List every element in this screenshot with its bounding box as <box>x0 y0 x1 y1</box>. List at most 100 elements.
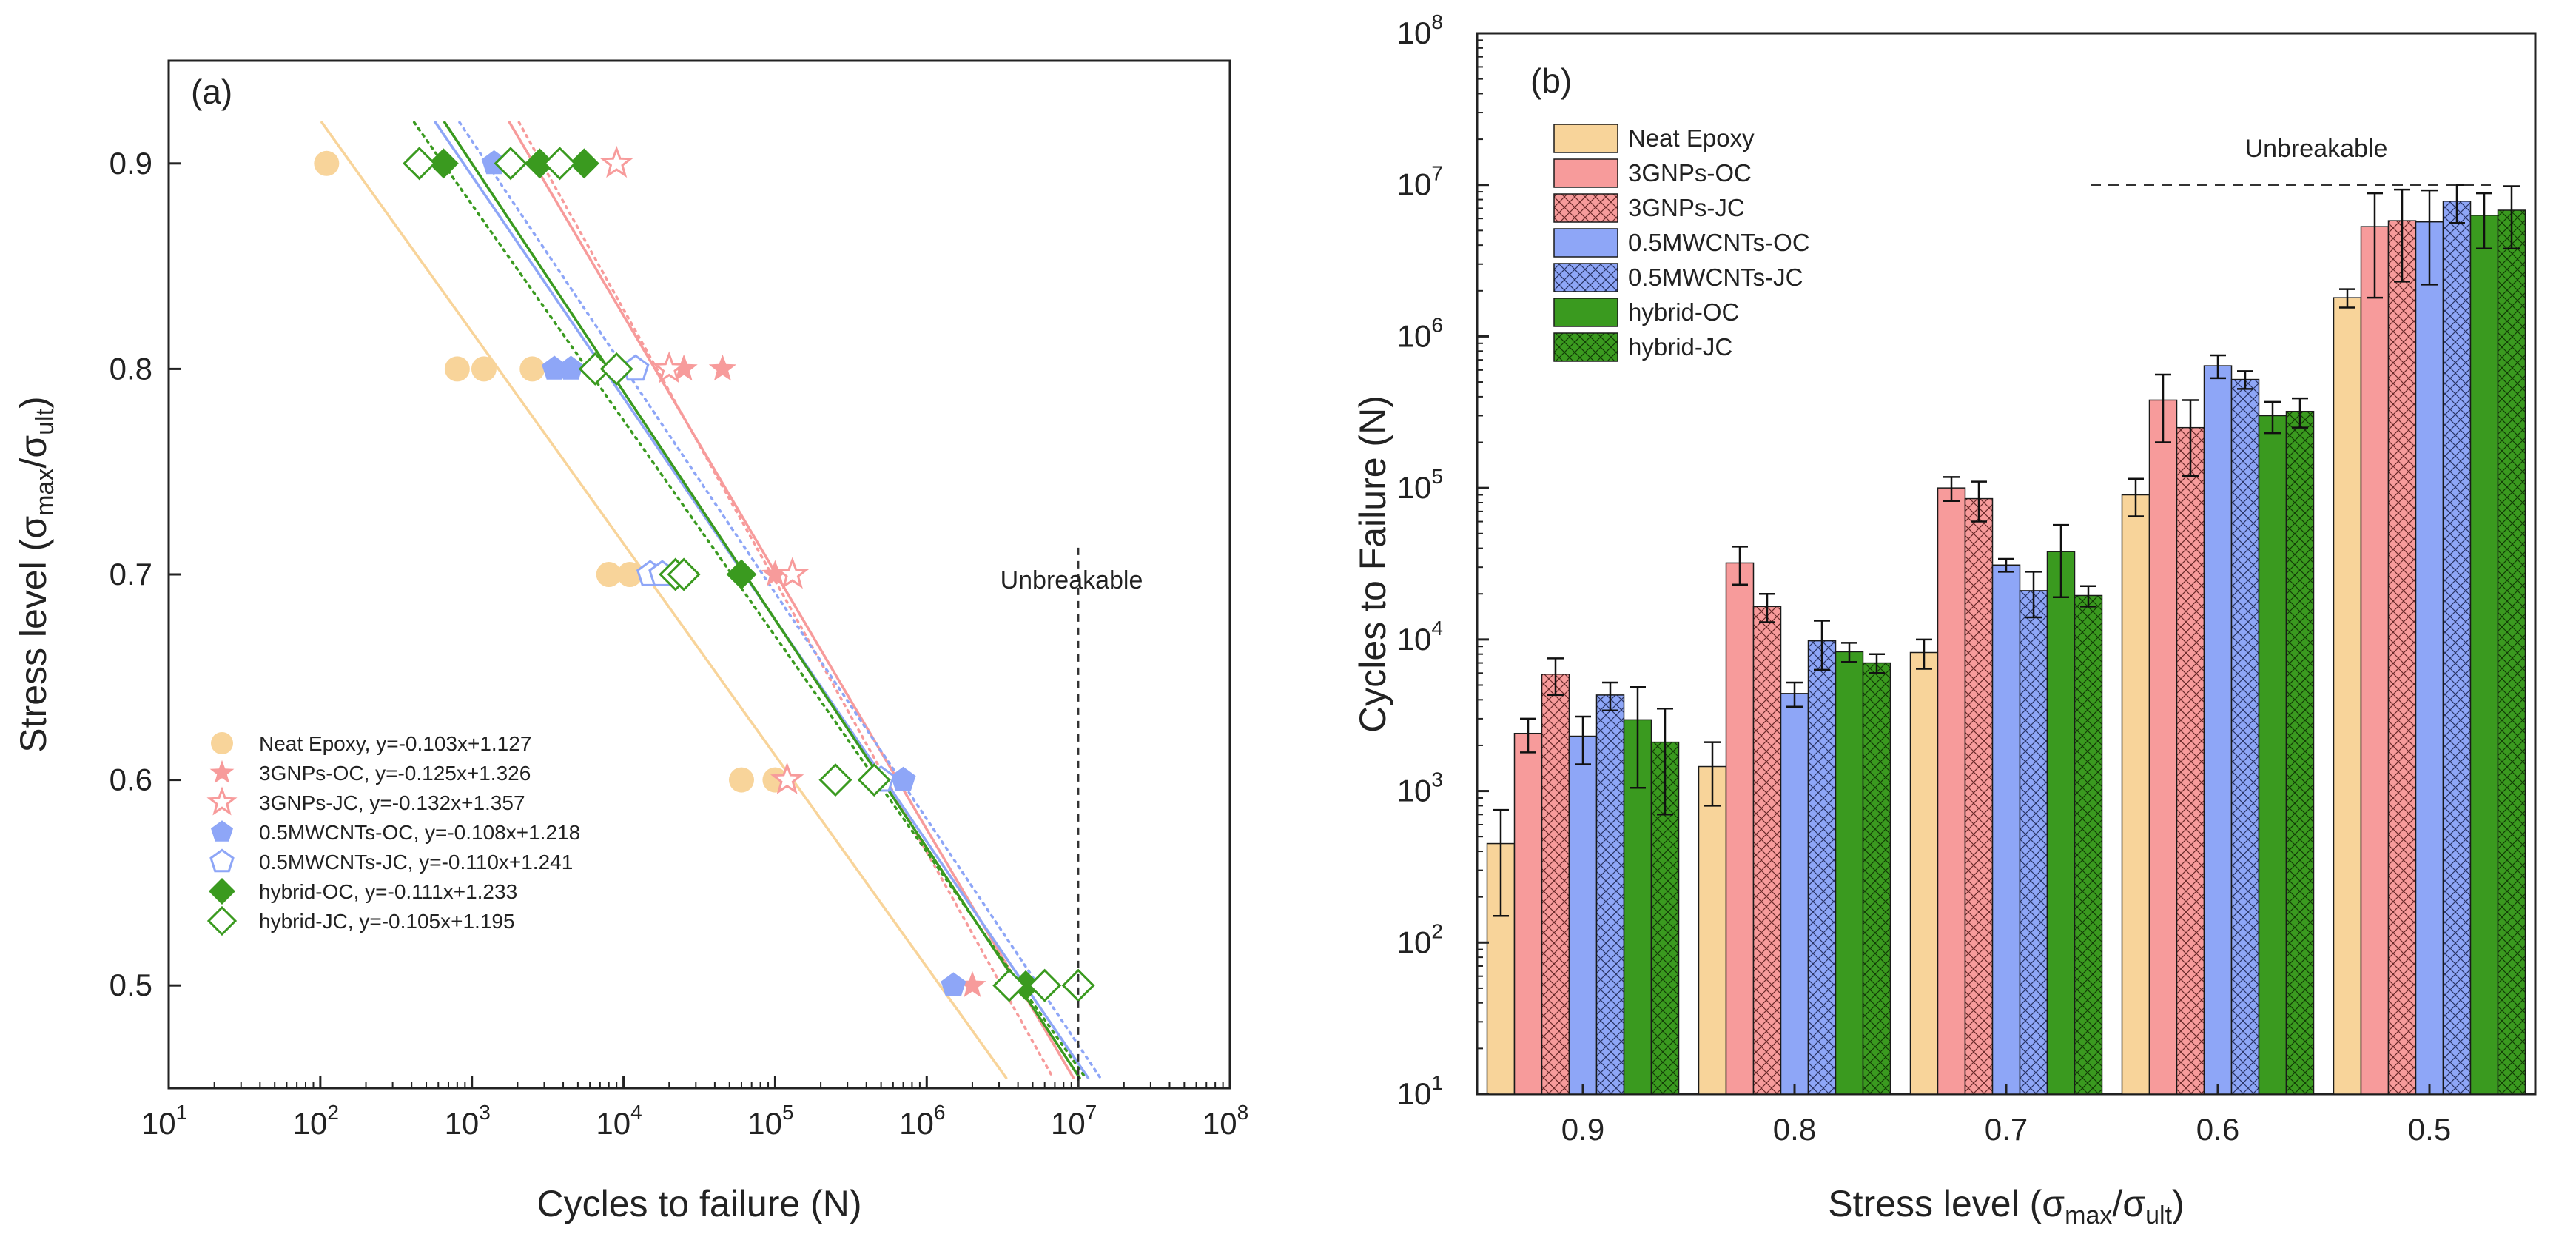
x-tick-label: 0.5 <box>2408 1112 2451 1147</box>
error-bar <box>2421 189 2438 286</box>
y-tick-label: 107 <box>1397 162 1443 202</box>
x-tick-label: 102 <box>293 1101 339 1141</box>
legend-marker <box>211 820 233 842</box>
panel-a-label: (a) <box>191 73 232 111</box>
legend-swatch <box>1553 193 1618 223</box>
bar <box>1780 693 1809 1095</box>
fit-line <box>320 121 1008 1079</box>
error-bar <box>1630 685 1646 789</box>
bar <box>2360 226 2390 1095</box>
data-point <box>652 351 686 383</box>
legend-swatch <box>1553 158 1618 188</box>
legend-label: 3GNPs-JC <box>1628 194 1745 221</box>
data-point <box>444 356 470 382</box>
fit-line <box>443 121 1081 1079</box>
data-point <box>708 354 736 381</box>
x-tick-label: 104 <box>596 1101 642 1141</box>
data-point <box>1061 968 1095 1002</box>
bar <box>1752 606 1782 1095</box>
legend-label: 0.5MWCNTs-JC <box>1628 264 1803 291</box>
error-bar <box>1704 741 1721 807</box>
error-bar <box>2237 370 2253 390</box>
data-point <box>599 352 633 386</box>
data-point <box>524 148 555 179</box>
legend-label: Neat Epoxy <box>1628 124 1755 152</box>
error-bar <box>2476 192 2492 249</box>
bar <box>1513 732 1543 1095</box>
bar <box>1862 662 1891 1095</box>
panel-a-x-axis-title: Cycles to failure (N) <box>537 1183 862 1224</box>
bar <box>1964 497 1994 1095</box>
legend-label: 3GNPs-OC, y=-0.125x+1.326 <box>259 762 531 785</box>
error-bar <box>2210 354 2226 380</box>
data-point <box>471 356 497 382</box>
y-tick-label: 0.6 <box>110 762 152 797</box>
bar <box>1568 735 1598 1095</box>
error-bar <box>2128 477 2144 517</box>
error-bar <box>1520 717 1536 754</box>
legend-swatch <box>1553 298 1618 327</box>
unbreakable-label: Unbreakable <box>1001 566 1143 594</box>
bar <box>1807 640 1837 1095</box>
bar <box>2046 551 2076 1095</box>
bar <box>1698 765 1727 1095</box>
legend-marker <box>211 732 233 754</box>
error-bar <box>1732 546 1748 586</box>
data-point <box>992 968 1026 1002</box>
y-tick-label: 104 <box>1397 617 1443 657</box>
legend-marker <box>209 848 235 873</box>
legend-label: 3GNPs-OC <box>1628 159 1752 187</box>
panel-b-label: (b) <box>1530 61 1572 100</box>
error-bar <box>2182 399 2199 477</box>
panel-a-legend: Neat Epoxy, y=-0.103x+1.127 3GNPs-OC, y=-… <box>206 732 580 936</box>
bar <box>2497 209 2526 1095</box>
error-bar <box>1841 642 1857 663</box>
error-bar <box>2053 523 2069 599</box>
x-tick-label: 0.8 <box>1773 1112 1816 1147</box>
unbreakable-label: Unbreakable <box>2245 135 2388 163</box>
data-point <box>667 557 701 591</box>
legend-marker <box>209 878 235 905</box>
data-point <box>890 766 916 791</box>
bar <box>2230 378 2260 1095</box>
legend-label: 0.5MWCNTs-JC, y=-0.110x+1.241 <box>259 851 573 874</box>
fit-line <box>458 121 1102 1079</box>
y-tick-label: 0.9 <box>110 146 152 181</box>
bar <box>1725 562 1755 1095</box>
error-bar <box>1869 653 1885 674</box>
data-point <box>670 354 698 381</box>
error-bar <box>1547 657 1564 697</box>
bar <box>2415 221 2444 1095</box>
legend-label: 0.5MWCNTs-OC <box>1628 229 1810 256</box>
x-tick-label: 105 <box>747 1101 793 1141</box>
x-tick-label: 0.6 <box>2196 1112 2239 1147</box>
error-bar <box>2367 192 2383 299</box>
error-bar <box>1916 638 1932 670</box>
y-tick-label: 0.8 <box>110 351 152 386</box>
error-bar <box>1971 480 1987 523</box>
data-point <box>428 148 459 179</box>
error-bar <box>1602 681 1618 712</box>
data-point <box>519 356 545 382</box>
panel-b-x-axis-title: Stress level (σmax/σult) <box>1828 1183 2184 1230</box>
x-tick-label: 103 <box>445 1101 491 1141</box>
x-tick-label: 108 <box>1203 1101 1248 1141</box>
data-point <box>726 559 757 590</box>
x-tick-label: 106 <box>899 1101 945 1141</box>
data-point <box>617 562 643 587</box>
legend-swatch <box>1553 228 1618 258</box>
legend-marker <box>206 786 238 816</box>
error-bar <box>1998 557 2014 573</box>
data-point <box>761 560 789 586</box>
bar <box>2442 201 2472 1095</box>
x-tick-label: 101 <box>141 1101 187 1141</box>
bar <box>1595 694 1625 1095</box>
data-point <box>941 972 966 996</box>
legend-swatch <box>1553 124 1618 153</box>
error-bar <box>1786 681 1803 708</box>
error-bar <box>2080 585 2096 608</box>
bar <box>2176 426 2205 1095</box>
bar <box>2333 297 2362 1095</box>
bar <box>2469 215 2499 1095</box>
